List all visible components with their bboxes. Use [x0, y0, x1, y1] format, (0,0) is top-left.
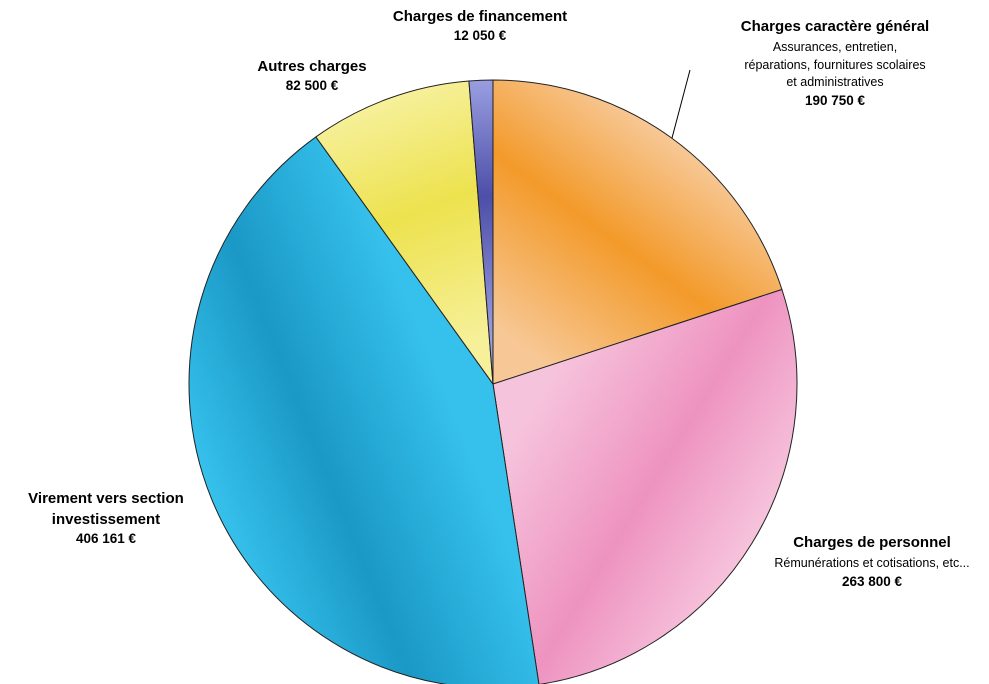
pie-slices [188, 79, 798, 684]
slice-label-personnel: Charges de personnel Rémunérations et co… [756, 532, 988, 591]
slice-label-financement: Charges de financement 12 050 € [350, 6, 610, 46]
pie-slice-virement [188, 136, 540, 684]
slice-label-autres: Autres charges 82 500 € [222, 56, 402, 96]
slice-name: Charges de personnel [793, 534, 951, 551]
slice-value: 12 050 € [453, 28, 507, 43]
slice-label-virement: Virement vers section investissement 406… [2, 488, 210, 549]
slice-label-general: Charges caractère général Assurances, en… [700, 16, 970, 110]
slice-value: 263 800 € [841, 573, 903, 589]
slice-value: 406 161 € [75, 531, 137, 546]
pie-slice-personnel [492, 288, 798, 684]
slice-name: Autres charges [257, 58, 367, 75]
slice-name: Virement vers section investissement [28, 490, 184, 528]
slice-name: Charges de financement [392, 8, 568, 25]
slice-name: Charges caractère général [740, 18, 930, 35]
slice-value: 190 750 € [804, 92, 866, 108]
slice-value: 82 500 € [285, 78, 339, 93]
leader-line-general [671, 69, 691, 139]
pie-slice-general [492, 79, 783, 385]
slice-description: Rémunérations et cotisations, etc... [774, 556, 970, 570]
slice-description: Assurances, entretien, réparations, four… [744, 40, 926, 89]
pie-slice-autres [315, 80, 494, 386]
pie-slice-financement [468, 79, 494, 385]
